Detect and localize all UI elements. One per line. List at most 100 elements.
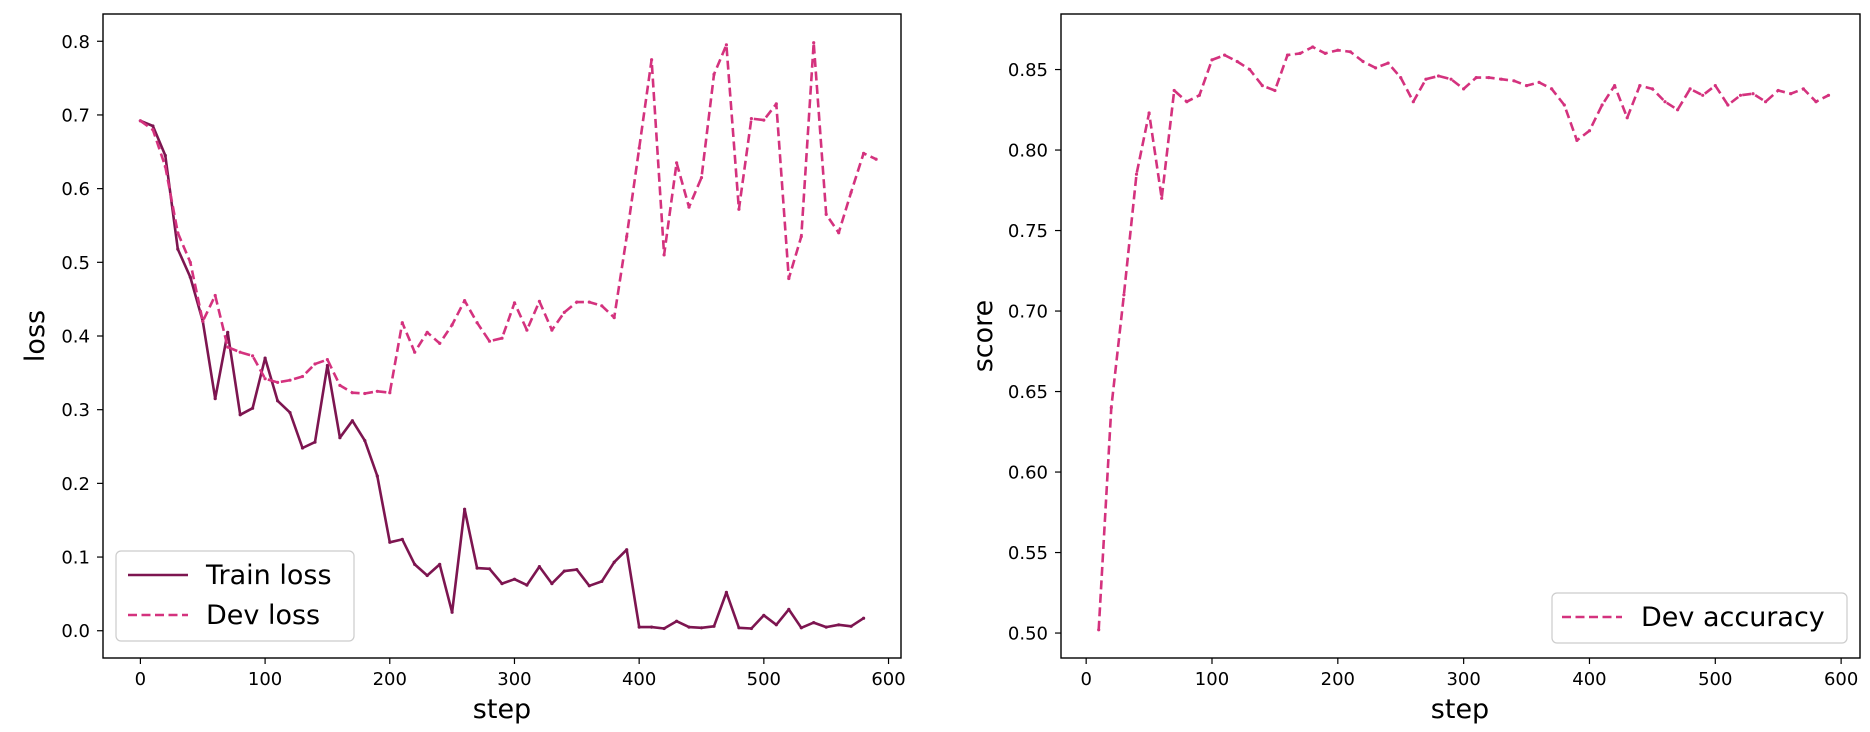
data-point-dev-loss — [662, 253, 666, 257]
data-point-train-loss — [762, 613, 766, 617]
data-point-dev-loss — [699, 176, 704, 180]
data-point-dev-loss — [188, 260, 192, 264]
data-point-dev-accuracy — [1109, 406, 1113, 410]
data-point-dev-accuracy — [1751, 92, 1755, 96]
data-point-dev-loss — [650, 58, 654, 62]
data-point-train-loss — [300, 446, 305, 450]
data-point-dev-accuracy — [1336, 48, 1340, 52]
data-point-dev-accuracy — [1172, 88, 1176, 93]
data-point-dev-loss — [375, 389, 379, 393]
data-point-train-loss — [787, 607, 791, 612]
data-point-dev-loss — [774, 102, 778, 106]
data-point-dev-loss — [637, 146, 641, 150]
y-tick-label: 0.0 — [61, 621, 90, 642]
data-point-dev-loss — [537, 299, 542, 303]
data-point-dev-loss — [288, 378, 292, 382]
data-point-dev-loss — [625, 234, 629, 239]
x-tick-label: 600 — [1824, 669, 1858, 690]
data-point-dev-accuracy — [1638, 84, 1642, 88]
data-point-dev-loss — [138, 119, 142, 123]
data-point-dev-loss — [400, 321, 404, 325]
data-point-dev-loss — [350, 391, 354, 395]
data-point-dev-loss — [712, 72, 716, 76]
data-point-train-loss — [313, 440, 317, 444]
data-point-train-loss — [400, 537, 404, 542]
y-tick-label: 0.55 — [1008, 543, 1048, 564]
data-point-train-loss — [213, 397, 217, 401]
data-point-dev-accuracy — [1726, 103, 1730, 107]
data-point-train-loss — [662, 626, 666, 631]
data-point-dev-accuracy — [1764, 100, 1768, 104]
data-point-dev-loss — [787, 276, 791, 281]
data-point-dev-loss — [325, 358, 329, 362]
data-point-dev-accuracy — [1374, 66, 1378, 70]
data-point-dev-loss — [276, 380, 280, 384]
data-point-dev-accuracy — [1625, 116, 1629, 120]
data-point-train-loss — [463, 507, 467, 511]
data-point-dev-accuracy — [1411, 100, 1415, 104]
data-point-train-loss — [475, 566, 479, 570]
data-point-dev-loss — [550, 328, 554, 332]
data-point-train-loss — [325, 363, 329, 368]
y-tick-label: 0.1 — [61, 548, 90, 569]
score-chart-x-ticks: 0 100 200 300 400 500 600 — [1080, 658, 1858, 690]
data-point-dev-loss — [487, 339, 492, 343]
data-point-dev-accuracy — [1789, 92, 1793, 96]
data-point-dev-accuracy — [1235, 59, 1239, 64]
data-point-dev-accuracy — [1160, 196, 1164, 200]
data-point-dev-accuracy — [1323, 51, 1327, 56]
y-tick-label: 0.8 — [61, 32, 90, 53]
score-chart-x-axis-label: step — [1431, 694, 1489, 725]
data-point-dev-loss — [687, 205, 691, 209]
data-point-dev-loss — [163, 164, 167, 169]
data-point-dev-accuracy — [1663, 100, 1667, 104]
data-point-dev-accuracy — [1487, 76, 1491, 80]
data-point-dev-loss — [874, 157, 878, 161]
data-point-dev-loss — [313, 362, 317, 366]
data-point-train-loss — [824, 625, 828, 629]
data-point-dev-loss — [525, 328, 529, 332]
data-point-dev-accuracy — [1134, 172, 1139, 176]
y-tick-label: 0.2 — [61, 474, 90, 495]
data-point-train-loss — [862, 616, 866, 620]
data-point-dev-accuracy — [1650, 87, 1654, 91]
data-point-dev-accuracy — [1122, 293, 1126, 297]
x-tick-label: 0 — [135, 669, 146, 690]
x-tick-label: 500 — [1698, 669, 1732, 690]
data-point-dev-loss — [438, 341, 442, 345]
data-point-dev-accuracy — [1738, 93, 1743, 97]
data-point-dev-loss — [737, 207, 741, 211]
data-point-dev-loss — [151, 128, 155, 132]
data-point-train-loss — [500, 582, 504, 586]
data-point-dev-accuracy — [1449, 77, 1453, 81]
data-point-dev-accuracy — [1260, 84, 1264, 88]
score-chart-legend: Dev accuracy — [1551, 592, 1848, 644]
loss-chart-lines — [138, 41, 878, 631]
data-point-train-loss — [288, 411, 292, 415]
data-point-train-loss — [575, 568, 579, 572]
x-tick-label: 100 — [248, 669, 282, 690]
data-point-train-loss — [774, 623, 778, 627]
x-tick-label: 100 — [1195, 669, 1229, 690]
y-tick-label: 0.80 — [1008, 141, 1048, 162]
data-point-dev-accuracy — [1701, 93, 1705, 97]
data-point-dev-accuracy — [1512, 79, 1516, 83]
loss-chart-y-axis-label: loss — [20, 310, 51, 362]
data-point-dev-loss — [587, 300, 591, 304]
data-point-dev-accuracy — [1499, 77, 1503, 81]
data-point-dev-accuracy — [1399, 76, 1403, 80]
data-point-train-loss — [587, 584, 591, 588]
data-point-dev-accuracy — [1223, 53, 1227, 57]
data-point-train-loss — [749, 626, 754, 631]
data-point-dev-accuracy — [1600, 103, 1604, 107]
data-point-dev-loss — [849, 190, 853, 194]
data-point-train-loss — [338, 436, 342, 440]
data-point-dev-accuracy — [1424, 77, 1428, 81]
data-point-dev-loss — [762, 118, 766, 122]
data-point-dev-loss — [238, 350, 242, 354]
data-point-train-loss — [537, 565, 542, 569]
series-line-dev-accuracy — [1097, 45, 1830, 630]
legend-label-dev-accuracy: Dev accuracy — [1641, 602, 1825, 633]
x-tick-label: 200 — [373, 669, 407, 690]
data-point-train-loss — [525, 583, 529, 587]
